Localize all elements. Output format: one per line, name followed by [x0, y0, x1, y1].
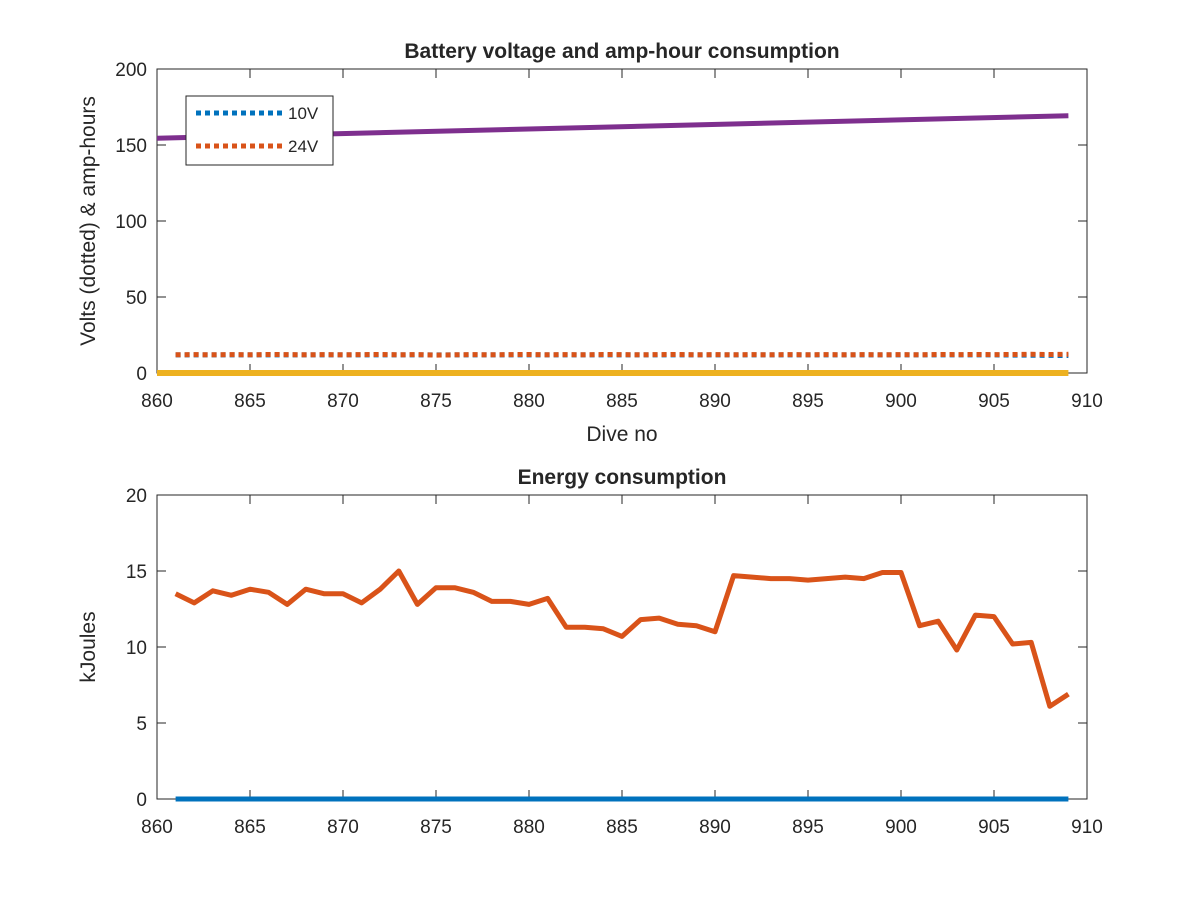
- x-tick-label: 900: [885, 817, 917, 838]
- y-tick-label: 200: [115, 60, 147, 81]
- legend-box: [185, 95, 334, 166]
- x-tick-label: 885: [606, 391, 638, 412]
- x-tick-label: 910: [1071, 391, 1103, 412]
- x-tick-label: 885: [606, 817, 638, 838]
- battery-chart: 860 865 870 875 880 885 890 895 900 905 910 0 50 100 1…: [77, 40, 1103, 446]
- y-tick-label: 50: [126, 288, 147, 309]
- y-tick-label: 0: [136, 364, 147, 385]
- legend-label-10v: 10V: [288, 104, 319, 123]
- series-line-24v: [175, 351, 1069, 358]
- x-tick-label: 905: [978, 391, 1010, 412]
- series-line-1: [174, 568, 1070, 709]
- y-tick-label: 0: [136, 790, 147, 811]
- y-axis-label: kJoules: [77, 611, 100, 682]
- y-tick-label: 10: [126, 638, 147, 659]
- x-tick-label: 865: [234, 817, 266, 838]
- x-tick-label: 905: [978, 817, 1010, 838]
- legend: 10V 24V: [185, 95, 334, 166]
- y-tick-label: 100: [115, 212, 147, 233]
- x-axis-label: Dive no: [586, 423, 657, 446]
- x-tick-label: 870: [327, 391, 359, 412]
- legend-label-24v: 24V: [288, 137, 319, 156]
- x-tick-label: 880: [513, 391, 545, 412]
- x-tick-label: 895: [792, 391, 824, 412]
- x-tick-label: 910: [1071, 817, 1103, 838]
- x-tick-label: 900: [885, 391, 917, 412]
- chart-title: Energy consumption: [518, 466, 727, 489]
- y-tick-label: 5: [136, 714, 147, 735]
- y-axis-label: Volts (dotted) & amp-hours: [77, 96, 100, 346]
- y-tick-label: 15: [126, 562, 147, 583]
- x-tick-label: 875: [420, 391, 452, 412]
- axes-box: [156, 494, 1088, 800]
- x-tick-label: 890: [699, 817, 731, 838]
- x-tick-label: 875: [420, 817, 452, 838]
- x-tick-label: 870: [327, 817, 359, 838]
- x-tick-label: 890: [699, 391, 731, 412]
- x-tick-label: 860: [141, 817, 173, 838]
- y-tick-label: 150: [115, 136, 147, 157]
- y-tick-label: 20: [126, 486, 147, 507]
- x-tick-label: 860: [141, 391, 173, 412]
- x-tick-label: 895: [792, 817, 824, 838]
- chart-title: Battery voltage and amp-hour consumption: [404, 40, 839, 63]
- x-tick-label: 865: [234, 391, 266, 412]
- x-tick-label: 880: [513, 817, 545, 838]
- energy-chart: 860 865 870 875 880 885 890 895 900 905 910 0 5 10 15 2…: [77, 466, 1103, 838]
